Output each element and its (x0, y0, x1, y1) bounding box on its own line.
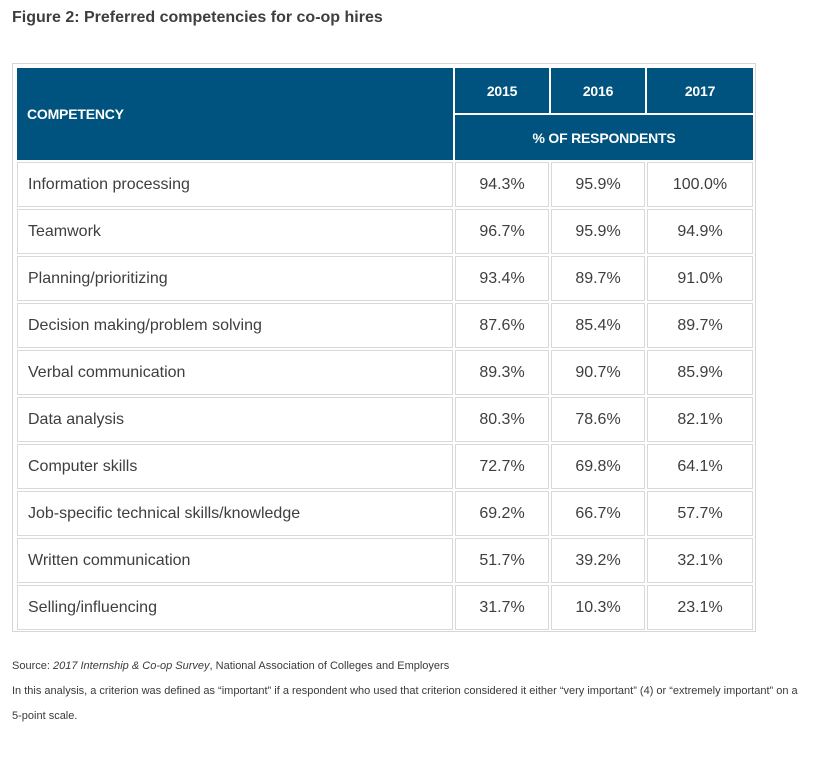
percent-of-respondents-header: % OF RESPONDENTS (455, 115, 753, 160)
competency-label: Verbal communication (17, 350, 453, 395)
value-cell-2016: 85.4% (551, 303, 645, 348)
value-cell-2015: 93.4% (455, 256, 549, 301)
value-cell-2017: 23.1% (647, 585, 753, 630)
value-cell-2017: 100.0% (647, 162, 753, 207)
table-row: Written communication 51.7% 39.2% 32.1% (17, 538, 753, 583)
value-cell-2015: 72.7% (455, 444, 549, 489)
value-cell-2015: 69.2% (455, 491, 549, 536)
value-cell-2017: 85.9% (647, 350, 753, 395)
source-prefix: Source: (12, 660, 53, 672)
table-body: Information processing 94.3% 95.9% 100.0% Te… (17, 162, 753, 630)
table-row: Computer skills 72.7% 69.8% 64.1% (17, 444, 753, 489)
competency-table: COMPETENCY 2015 2016 2017 % OF RESPONDEN… (15, 66, 755, 632)
competency-header: COMPETENCY (17, 68, 453, 160)
competency-label: Computer skills (17, 444, 453, 489)
source-title: 2017 Internship & Co-op Survey (52, 660, 210, 672)
value-cell-2016: 39.2% (551, 538, 645, 583)
competency-label: Decision making/problem solving (17, 303, 453, 348)
value-cell-2017: 82.1% (647, 397, 753, 442)
value-cell-2017: 91.0% (647, 256, 753, 301)
table-row: Planning/prioritizing 93.4% 89.7% 91.0% (17, 256, 753, 301)
value-cell-2015: 51.7% (455, 538, 549, 583)
figure-title: Figure 2: Preferred competencies for co-… (12, 9, 383, 26)
competency-label: Planning/prioritizing (17, 256, 453, 301)
value-cell-2015: 80.3% (455, 397, 549, 442)
table-row: Information processing 94.3% 95.9% 100.0% (17, 162, 753, 207)
analysis-note: In this analysis, a criterion was define… (12, 685, 798, 722)
value-cell-2017: 57.7% (647, 491, 753, 536)
value-cell-2016: 66.7% (551, 491, 645, 536)
competency-label: Data analysis (17, 397, 453, 442)
value-cell-2015: 89.3% (455, 350, 549, 395)
value-cell-2016: 95.9% (551, 209, 645, 254)
value-cell-2016: 90.7% (551, 350, 645, 395)
figure-notes: Source: 2017 Internship & Co-op Survey, … (12, 654, 802, 729)
value-cell-2017: 64.1% (647, 444, 753, 489)
value-cell-2017: 89.7% (647, 303, 753, 348)
source-line: Source: 2017 Internship & Co-op Survey, … (12, 654, 802, 679)
value-cell-2017: 94.9% (647, 209, 753, 254)
table-row: Job-specific technical skills/knowledge 6… (17, 491, 753, 536)
table-row: Selling/influencing 31.7% 10.3% 23.1% (17, 585, 753, 630)
value-cell-2016: 78.6% (551, 397, 645, 442)
competency-label: Selling/influencing (17, 585, 453, 630)
year-header-2017: 2017 (647, 68, 753, 113)
value-cell-2015: 31.7% (455, 585, 549, 630)
value-cell-2015: 94.3% (455, 162, 549, 207)
value-cell-2015: 96.7% (455, 209, 549, 254)
table-row: Data analysis 80.3% 78.6% 82.1% (17, 397, 753, 442)
source-publisher: , National Association of Colleges and E… (209, 660, 450, 672)
value-cell-2016: 89.7% (551, 256, 645, 301)
competency-label: Information processing (17, 162, 453, 207)
value-cell-2015: 87.6% (455, 303, 549, 348)
table-row: Verbal communication 89.3% 90.7% 85.9% (17, 350, 753, 395)
competency-table-frame: COMPETENCY 2015 2016 2017 % OF RESPONDEN… (12, 63, 756, 632)
competency-label: Job-specific technical skills/knowledge (17, 491, 453, 536)
table-row: Teamwork 96.7% 95.9% 94.9% (17, 209, 753, 254)
table-row: Decision making/problem solving 87.6% 85.4… (17, 303, 753, 348)
year-header-2016: 2016 (551, 68, 645, 113)
value-cell-2016: 69.8% (551, 444, 645, 489)
value-cell-2017: 32.1% (647, 538, 753, 583)
year-header-2015: 2015 (455, 68, 549, 113)
value-cell-2016: 95.9% (551, 162, 645, 207)
competency-label: Written communication (17, 538, 453, 583)
value-cell-2016: 10.3% (551, 585, 645, 630)
competency-label: Teamwork (17, 209, 453, 254)
